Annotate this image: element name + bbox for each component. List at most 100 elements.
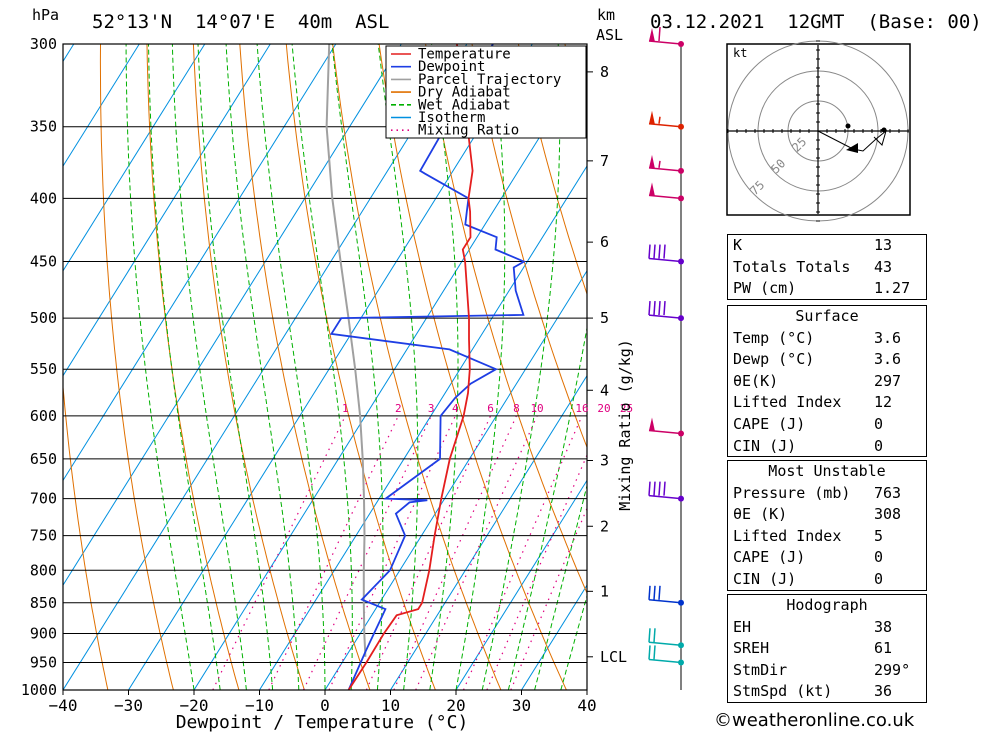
asl-label: ASL — [596, 26, 623, 44]
mixing-ratio-label: 16 — [575, 402, 588, 415]
wind-barb-flag — [648, 628, 651, 643]
wet-adiabat-line — [256, 44, 326, 690]
index-value: 36 — [874, 682, 893, 701]
pressure-tick-label: 1000 — [21, 681, 57, 699]
wind-barb-flag — [653, 628, 656, 643]
height-tick-label: 7 — [600, 152, 609, 170]
x-tick-label: −30 — [114, 696, 143, 715]
mixing-ratio-label: 2 — [395, 402, 402, 415]
wet-adiabat-line — [331, 44, 384, 690]
index-value: 5 — [874, 526, 884, 545]
pressure-tick-label: 400 — [30, 189, 57, 207]
index-row: SREH 61 — [728, 638, 926, 660]
isotherm-line — [390, 374, 587, 690]
index-value: 3.6 — [874, 328, 902, 347]
pressure-tick-label: 350 — [30, 118, 57, 136]
index-label: CIN (J) — [733, 569, 797, 588]
index-label: EH — [733, 617, 752, 636]
wind-barb-pennant — [649, 417, 655, 432]
isotherm-line — [0, 44, 8, 690]
height-tick-label: LCL — [600, 648, 627, 666]
wet-adiabat-line — [377, 44, 419, 690]
index-value: 0 — [874, 569, 884, 588]
isotherm-line — [455, 479, 587, 690]
mixing-ratio-label: 1 — [342, 402, 349, 415]
mixing-ratio-label: 3 — [428, 402, 435, 415]
wind-barb-pennant — [649, 182, 655, 197]
index-row: Pressure (mb) 763 — [728, 483, 926, 505]
dry-adiabat-line — [936, 44, 1000, 690]
isotherm-line — [193, 60, 587, 690]
wind-barb-flag — [658, 585, 661, 600]
wind-barb-shaft — [648, 641, 682, 647]
wind-barb — [648, 244, 684, 265]
legend-label: Temperature — [418, 47, 511, 63]
index-value: 1.27 — [874, 279, 911, 298]
index-row: Totals Totals 43 — [728, 257, 926, 279]
index-row: StmSpd (kt) 36 — [728, 681, 926, 703]
wind-barb — [648, 585, 684, 606]
wind-barb-pennant — [649, 154, 655, 169]
wind-barb — [648, 26, 684, 47]
dry-adiabat-line — [983, 44, 1000, 690]
wind-barb-flag — [648, 481, 651, 496]
wet-adiabat-line — [125, 44, 195, 690]
index-value: 297 — [874, 371, 902, 390]
wind-barb-flag — [648, 645, 651, 660]
x-tick-label: 0 — [320, 696, 330, 715]
wet-adiabat-line — [291, 44, 353, 690]
hodograph-point — [845, 123, 851, 129]
wind-barb-flag — [653, 645, 656, 660]
x-axis-label: Dewpoint / Temperature (°C) — [176, 712, 469, 733]
mixing-ratio-label: 20 — [597, 402, 610, 415]
isotherm-line — [63, 44, 140, 168]
isotherm-line — [324, 269, 587, 690]
surface-title: Surface — [795, 307, 859, 325]
wind-barb-flag — [653, 585, 656, 600]
wind-barb-flag — [663, 481, 666, 496]
dry-adiabat-line — [332, 44, 502, 690]
credit-link[interactable]: ©weatheronline.co.uk — [714, 710, 915, 731]
wind-barb-flag — [648, 301, 651, 316]
datetime-title: 03.12.2021 12GMT (Base: 00) — [650, 11, 982, 33]
x-tick-label: −10 — [245, 696, 274, 715]
index-value: 0 — [874, 436, 884, 455]
pressure-tick-label: 450 — [30, 253, 57, 271]
wind-barb-flag — [658, 301, 661, 316]
hodograph-unit-label: kt — [733, 46, 747, 60]
mixing-ratio-line — [510, 507, 587, 690]
height-tick-label: 2 — [600, 517, 609, 535]
index-row: PW (cm) 1.27 — [728, 278, 926, 300]
pressure-tick-label: 800 — [30, 561, 57, 579]
index-label: Lifted Index — [733, 526, 842, 545]
hodograph-box: Hodograph EH 38 SREH 61 StmDir 299° StmSpd (kt… — [727, 594, 927, 703]
x-tick-label: 40 — [577, 696, 596, 715]
index-label: θE(K) — [733, 371, 779, 390]
index-value: 12 — [874, 393, 893, 412]
index-row: Dewp (°C) 3.6 — [728, 349, 926, 371]
index-row: CAPE (J) 0 — [728, 547, 926, 569]
wind-barb-flag — [653, 244, 656, 259]
index-value: 0 — [874, 414, 884, 433]
wind-barb — [648, 645, 684, 666]
wind-barb-pennant — [649, 28, 655, 42]
index-row: StmDir 299° — [728, 660, 926, 682]
index-value: 38 — [874, 617, 893, 636]
location-title: 52°13'N 14°07'E 40m ASL — [92, 11, 389, 33]
wet-adiabat-line — [507, 325, 587, 690]
dry-adiabat-line — [146, 44, 240, 690]
wind-barb — [648, 182, 684, 202]
mixing-ratio-label: 4 — [452, 402, 459, 415]
isotherm-line — [63, 44, 468, 690]
mixing-ratio-label: 8 — [513, 402, 520, 415]
wind-barb-flag — [653, 481, 656, 496]
wet-adiabat-line — [534, 483, 587, 690]
x-tick-label: −20 — [180, 696, 209, 715]
pressure-tick-label: 950 — [30, 653, 57, 671]
index-label: CAPE (J) — [733, 414, 806, 433]
index-label: θE (K) — [733, 505, 788, 524]
index-row: K 13 — [728, 235, 926, 257]
wind-barb-flag — [648, 585, 651, 600]
surface-box: Surface Temp (°C) 3.6 Dewp (°C) 3.6 θE(K) 297… — [727, 305, 927, 457]
